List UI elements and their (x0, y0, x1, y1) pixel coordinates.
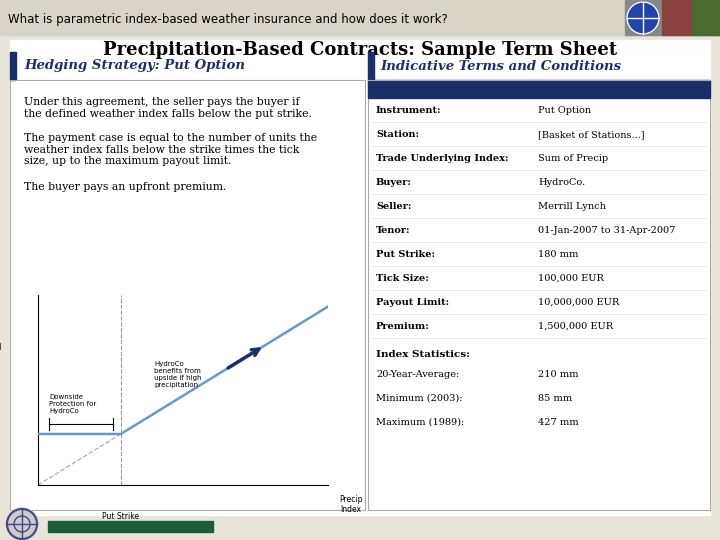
Bar (368, 52, 710, 510)
Text: Precipitation-Based Contracts: Sample Term Sheet: Precipitation-Based Contracts: Sample Te… (103, 41, 617, 59)
Text: Under this agreement, the seller pays the buyer if
the defined weather index fal: Under this agreement, the seller pays th… (24, 97, 312, 119)
Text: 1,500,000 EUR: 1,500,000 EUR (538, 322, 613, 331)
Text: Payout Limit:: Payout Limit: (376, 298, 449, 307)
Text: Seller:: Seller: (376, 202, 411, 211)
Text: HydroCo
benefits from
upside if high
precipitation: HydroCo benefits from upside if high pre… (154, 361, 202, 388)
Text: Put Strike: Put Strike (102, 511, 140, 521)
Bar (10, 52, 16, 80)
Bar (625, 0, 720, 35)
Bar (662, 0, 692, 35)
Text: Realised
Precip
Index: Realised Precip Index (0, 342, 2, 372)
Bar (10, 52, 365, 510)
Text: Minimum (2003):: Minimum (2003): (376, 394, 462, 403)
Text: The payment case is equal to the number of units the
weather index falls below t: The payment case is equal to the number … (24, 133, 317, 166)
Text: Hedging Strategy: Put Option: Hedging Strategy: Put Option (24, 59, 245, 72)
Text: Buyer:: Buyer: (376, 178, 412, 187)
Text: 20-Year-Average:: 20-Year-Average: (376, 370, 459, 379)
Text: Trade Underlying Index:: Trade Underlying Index: (376, 154, 508, 163)
Text: The buyer pays an upfront premium.: The buyer pays an upfront premium. (24, 182, 226, 192)
Text: Put Strike:: Put Strike: (376, 250, 435, 259)
Text: Maximum (1989):: Maximum (1989): (376, 418, 464, 427)
Text: Instrument:: Instrument: (376, 106, 441, 115)
Text: Put Option: Put Option (538, 106, 591, 115)
Bar (692, 0, 720, 35)
Bar (368, 52, 374, 80)
Bar (10, 40, 710, 515)
Text: Sum of Precip: Sum of Precip (538, 154, 608, 163)
Bar (48, 521, 213, 532)
Text: 01-Jan-2007 to 31-Apr-2007: 01-Jan-2007 to 31-Apr-2007 (538, 226, 675, 235)
Text: Premium:: Premium: (376, 322, 430, 331)
Text: Merrill Lynch: Merrill Lynch (538, 202, 606, 211)
Text: 210 mm: 210 mm (538, 370, 578, 379)
Text: 85 mm: 85 mm (538, 394, 572, 403)
Text: Indicative Terms and Conditions: Indicative Terms and Conditions (380, 59, 621, 72)
Text: HydroCo.: HydroCo. (538, 178, 585, 187)
Text: 180 mm: 180 mm (538, 250, 578, 259)
Bar (368, 80, 710, 98)
Circle shape (6, 508, 38, 540)
Text: Index Statistics:: Index Statistics: (376, 350, 470, 359)
Text: What is parametric index-based weather insurance and how does it work?: What is parametric index-based weather i… (8, 12, 448, 25)
Text: Tick Size:: Tick Size: (376, 274, 428, 283)
Bar (0, 0, 720, 35)
Text: Downside
Protection for
HydroCo: Downside Protection for HydroCo (49, 394, 96, 414)
Circle shape (627, 2, 659, 34)
Text: Tenor:: Tenor: (376, 226, 410, 235)
Text: 10,000,000 EUR: 10,000,000 EUR (538, 298, 619, 307)
Text: [Basket of Stations...]: [Basket of Stations...] (538, 130, 644, 139)
Text: Precip
Index: Precip Index (339, 495, 363, 514)
Bar (10, 52, 365, 80)
Bar (368, 52, 710, 80)
Text: 427 mm: 427 mm (538, 418, 579, 427)
Text: Station:: Station: (376, 130, 419, 139)
Text: 100,000 EUR: 100,000 EUR (538, 274, 604, 283)
